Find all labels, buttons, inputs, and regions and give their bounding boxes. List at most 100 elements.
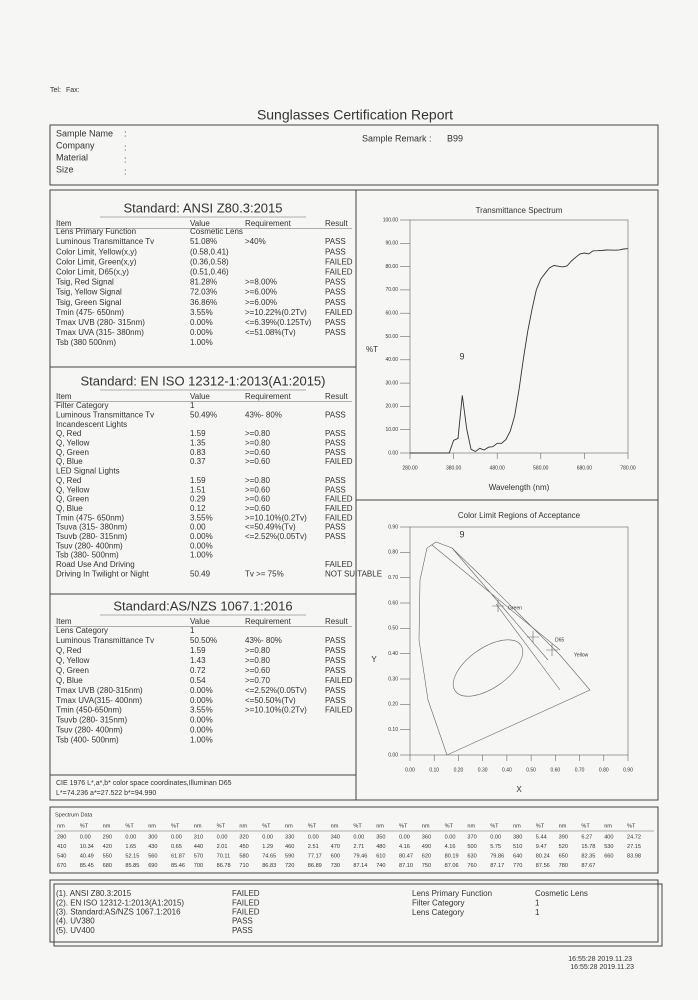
spectrum-cell: 2.01 xyxy=(217,844,228,850)
y-tick-label: 0.70 xyxy=(388,575,398,581)
spectrum-cell: 330 xyxy=(285,834,294,840)
spectrum-cell: 4.16 xyxy=(399,844,410,850)
cell-value: 0.00% xyxy=(190,541,213,550)
x-tick-label: 0.00 xyxy=(405,767,415,773)
cell-requirement: <=2.52%(0.05Tv) xyxy=(245,686,307,695)
spectrum-cell: 680 xyxy=(103,863,112,869)
cell-result: PASS xyxy=(325,636,346,645)
region-ellipse xyxy=(452,639,524,697)
spectrum-header: %T xyxy=(308,823,317,829)
cell-result: PASS xyxy=(325,485,346,494)
remark-value: B99 xyxy=(447,133,463,143)
cell-requirement: <=50.50%(Tv) xyxy=(245,696,296,705)
cell-value: 1.00% xyxy=(190,736,213,745)
x-tick-label: 0.10 xyxy=(429,767,439,773)
cell-item: Q, Blue xyxy=(56,504,83,513)
y-tick-label: 100.00 xyxy=(383,217,399,223)
cell-item: Driving In Twilight or Night xyxy=(56,569,150,578)
spectrum-cell: 83.98 xyxy=(627,853,641,859)
cell-requirement: >=0.60 xyxy=(245,495,270,504)
cell-requirement: >=6.00% xyxy=(245,298,277,307)
summary-box xyxy=(49,879,659,943)
region-boundary xyxy=(431,544,561,691)
spectrum-header: %T xyxy=(581,823,590,829)
x-tick-label: 0.80 xyxy=(599,767,609,773)
cell-value: 50.49 xyxy=(190,569,211,578)
spectrum-header: nm xyxy=(57,823,65,829)
section-title: Standard:AS/NZS 1067.1:2016 xyxy=(113,598,292,613)
spectrum-cell: 340 xyxy=(331,834,340,840)
cell-requirement: >=0.80 xyxy=(245,429,270,438)
y-tick-label: 50.00 xyxy=(385,334,398,340)
spectrum-cell: 0.00 xyxy=(353,834,364,840)
sample-sep: : xyxy=(124,166,127,176)
cell-item: Q, Blue xyxy=(56,676,83,685)
cell-item: Tsb (380- 500nm) xyxy=(56,551,119,560)
cell-result: PASS xyxy=(325,656,346,665)
spectrum-header: %T xyxy=(125,823,134,829)
spectrum-box xyxy=(49,806,659,874)
section-title: Standard: ANSI Z80.3:2015 xyxy=(124,200,283,215)
spectrum-cell: 6.27 xyxy=(581,834,592,840)
cell-item: Tsig, Yellow Signal xyxy=(56,288,122,297)
summary-standard: (2). EN ISO 12312-1:2013(A1:2015) xyxy=(56,898,184,907)
cell-result: PASS xyxy=(325,288,346,297)
spectrum-cell: 0.00 xyxy=(308,834,319,840)
spectrum-cell: 610 xyxy=(376,853,385,859)
spectrum-cell: 580 xyxy=(239,853,248,859)
spectrum-cell: 510 xyxy=(513,844,522,850)
cell-item: Tmax UVA (315- 380nm) xyxy=(56,328,144,337)
cell-item: Tsuvb (280- 315nm) xyxy=(56,716,127,725)
y-tick-label: 0.60 xyxy=(388,600,398,606)
cell-result: FAILED xyxy=(325,513,353,522)
y-axis-label: Y xyxy=(371,655,377,664)
cell-requirement: >=0.60 xyxy=(245,485,270,494)
sample-field: Sample Name xyxy=(56,128,113,138)
cell-value: 1.35 xyxy=(190,439,206,448)
x-tick-label: 0.90 xyxy=(623,767,633,773)
y-axis-label: %T xyxy=(366,345,378,354)
spectrum-cell: 74.65 xyxy=(262,853,276,859)
spectrum-cell: 0.00 xyxy=(490,834,501,840)
spectrum-cell: 750 xyxy=(422,863,431,869)
column-header: Value xyxy=(190,617,210,626)
x-tick-label: 580.00 xyxy=(533,465,549,471)
summary-result: FAILED xyxy=(232,908,260,917)
cell-value: 0.72 xyxy=(190,666,206,675)
cell-result: PASS xyxy=(325,410,346,419)
cell-value: 72.03% xyxy=(190,288,217,297)
spectrum-cell: 85.85 xyxy=(125,863,139,869)
sample-box xyxy=(49,124,659,186)
summary-standard: (1). ANSI Z80.3:2015 xyxy=(56,889,132,898)
spectrum-cell: 79.86 xyxy=(490,853,504,859)
spectrum-cell: 470 xyxy=(331,844,340,850)
y-tick-label: 80.00 xyxy=(385,264,398,270)
cell-requirement: >=0.60 xyxy=(245,448,270,457)
spectrum-cell: 320 xyxy=(239,834,248,840)
spectrum-cell: 700 xyxy=(194,863,203,869)
cell-value: (0.36,0.58) xyxy=(190,257,229,266)
spectrum-cell: 15.78 xyxy=(581,844,595,850)
cell-result: FAILED xyxy=(325,257,353,266)
x-axis-label: Wavelength (nm) xyxy=(489,483,550,492)
cell-result: FAILED xyxy=(325,268,353,277)
spectral-locus xyxy=(418,541,591,756)
spectrum-header: %T xyxy=(217,823,226,829)
spectrum-cell: 370 xyxy=(467,834,476,840)
spectrum-cell: 500 xyxy=(467,844,476,850)
cell-item: Tmax UVB (280-315nm) xyxy=(56,686,143,695)
y-tick-label: 0.20 xyxy=(388,702,398,708)
spectrum-cell: 1.65 xyxy=(125,844,136,850)
spectrum-cell: 660 xyxy=(604,853,613,859)
spectrum-cell: 420 xyxy=(103,844,112,850)
spectrum-cell: 40.49 xyxy=(80,853,94,859)
cell-value: 36.86% xyxy=(190,298,217,307)
main-box xyxy=(49,189,659,801)
spectrum-cell: 760 xyxy=(467,863,476,869)
y-tick-label: 0.00 xyxy=(388,450,398,456)
spectrum-cell: 85.46 xyxy=(171,863,185,869)
x-tick-label: 0.50 xyxy=(526,767,536,773)
cell-requirement: >=0.60 xyxy=(245,666,270,675)
cell-result: PASS xyxy=(325,666,346,675)
